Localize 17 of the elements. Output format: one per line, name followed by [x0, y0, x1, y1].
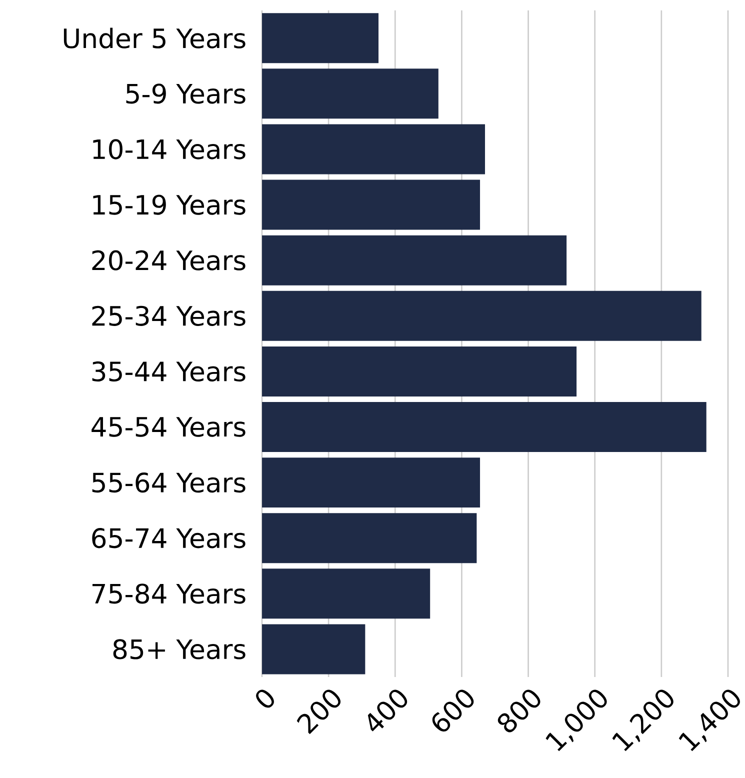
- y-tick-label: 55-64 Years: [92, 472, 246, 493]
- y-tick-label: 20-24 Years: [92, 250, 246, 270]
- y-tick-label: 75-84 Years: [92, 584, 246, 604]
- x-tick-label: 400: [368, 690, 408, 732]
- x-tick-label: 800: [498, 690, 540, 732]
- y-tick-label: 5-9 Years: [126, 84, 246, 104]
- y-tick-label: 35-44 Years: [92, 361, 246, 382]
- x-tick-label: 600: [432, 690, 474, 732]
- y-tick-label: 25-34 Years: [92, 306, 246, 326]
- y-tick-label: 15-19 Years: [93, 194, 246, 215]
- x-tick-label: 200: [296, 690, 341, 734]
- x-tick-label: 0: [256, 690, 274, 708]
- y-tick-label: 85+ Years: [113, 639, 246, 660]
- y-tick-label: 65-74 Years: [92, 528, 246, 548]
- y-tick-label: 45-54 Years: [92, 417, 246, 437]
- y-tick-label: 10-14 Years: [93, 139, 246, 160]
- y-tick-label: Under 5 Years: [64, 28, 246, 48]
